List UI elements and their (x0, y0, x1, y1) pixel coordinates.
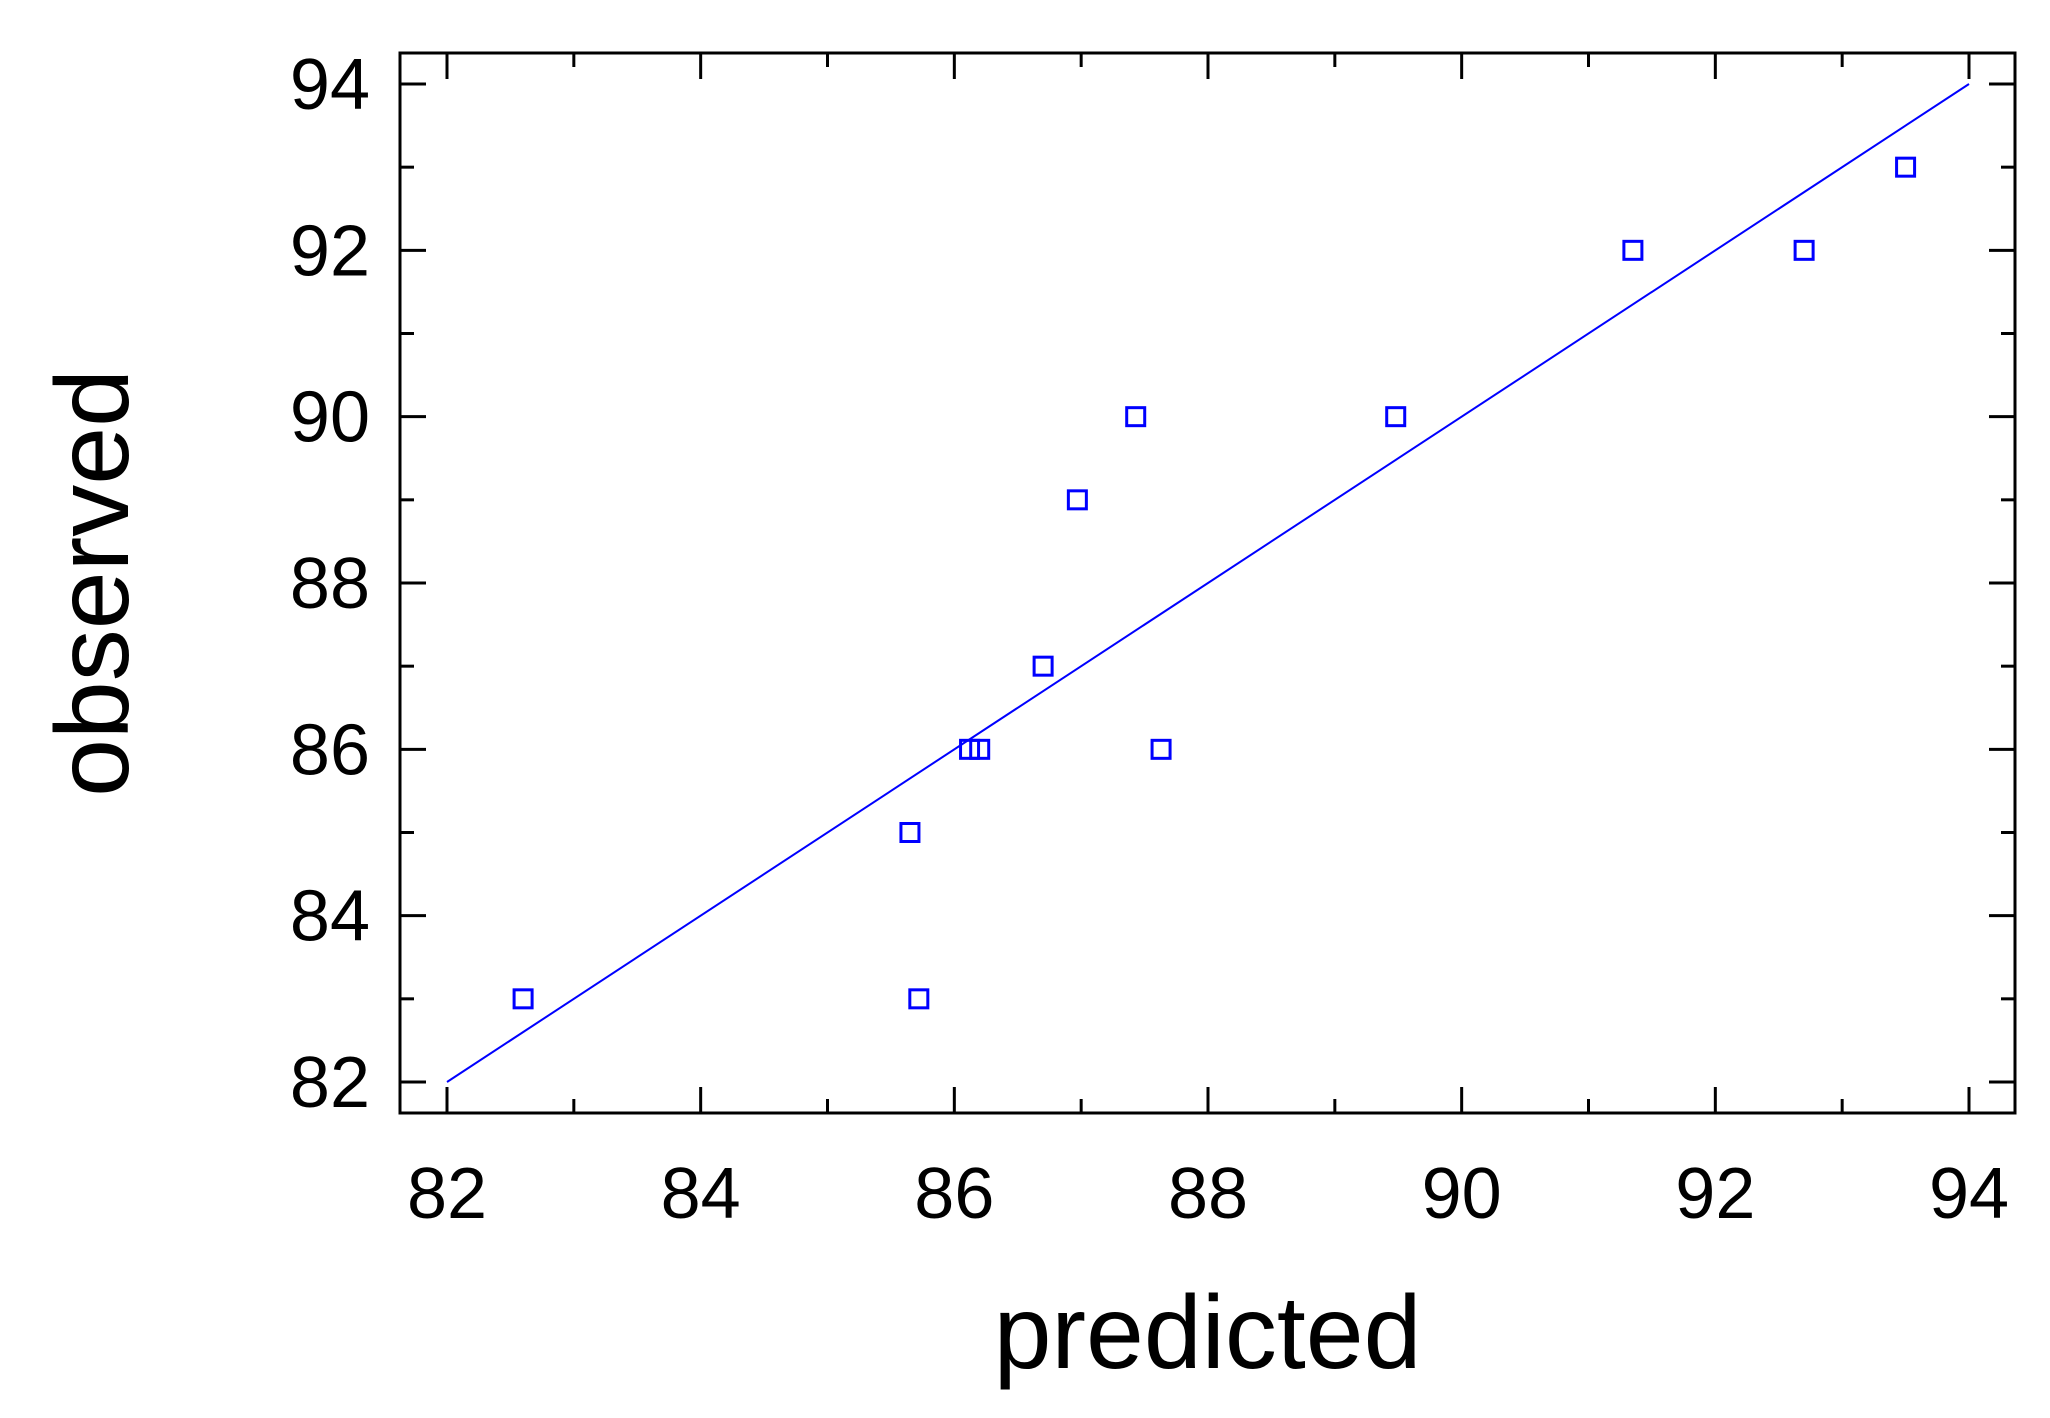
data-point (1622, 239, 1644, 261)
x-tick-label: 82 (407, 1154, 487, 1234)
x-tick-label: 84 (661, 1154, 741, 1234)
data-point (1895, 156, 1917, 178)
y-tick-label: 94 (290, 45, 370, 125)
data-point (1385, 406, 1407, 428)
y-tick-label: 84 (290, 877, 370, 957)
x-tick-label: 90 (1422, 1154, 1502, 1234)
x-tick-label: 86 (914, 1154, 994, 1234)
data-point (908, 988, 930, 1010)
y-tick-label: 82 (290, 1043, 370, 1123)
data-point (1793, 239, 1815, 261)
y-tick-labels: 82 84 86 88 90 92 94 (290, 45, 370, 1123)
data-point (1066, 489, 1088, 511)
x-tick-label: 88 (1168, 1154, 1248, 1234)
x-axis-title: predicted (994, 1275, 1422, 1391)
data-point (512, 988, 534, 1010)
y-tick-label: 86 (290, 710, 370, 790)
y-tick-label: 90 (290, 378, 370, 458)
y-axis-title: observed (35, 369, 151, 797)
data-point (1125, 406, 1147, 428)
x-tick-labels: 82 84 86 88 90 92 94 (407, 1154, 2009, 1234)
reference-line (446, 83, 1970, 1083)
data-point (969, 738, 991, 760)
axis-ticks (400, 53, 2015, 1113)
x-tick-label: 94 (1929, 1154, 2009, 1234)
data-points (512, 156, 1917, 1010)
data-point (1150, 738, 1172, 760)
data-point (1032, 655, 1054, 677)
data-point (899, 822, 921, 843)
y-tick-label: 88 (290, 544, 370, 624)
y-tick-label: 92 (290, 211, 370, 291)
x-tick-label: 92 (1675, 1154, 1755, 1234)
